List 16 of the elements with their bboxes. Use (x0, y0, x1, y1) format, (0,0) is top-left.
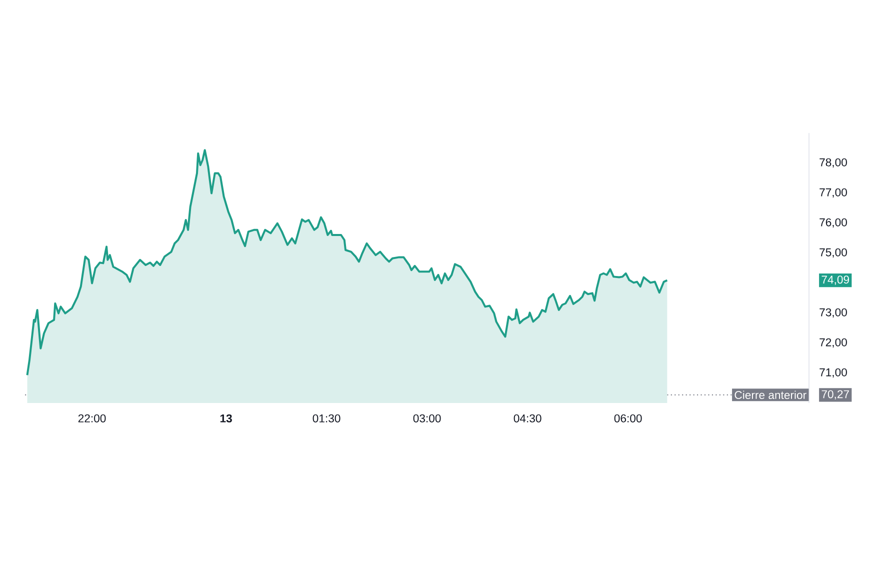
x-tick-label: 22:00 (78, 414, 106, 422)
x-tick-label: 04:30 (514, 414, 542, 422)
y-tick-label: 73,00 (820, 308, 847, 318)
y-tick-label: 72,00 (820, 338, 847, 348)
y-tick-label: 70,27 (822, 390, 849, 400)
y-tick-label: 77,00 (820, 188, 847, 198)
y-tick-label: 76,00 (820, 218, 847, 228)
x-tick-label: 03:00 (413, 414, 441, 422)
x-tick-label: 06:00 (614, 414, 642, 422)
y-tick-label: 71,00 (820, 368, 847, 378)
x-tick-label: 01:30 (312, 414, 340, 422)
ref-line-label: Cierre anterior (734, 390, 806, 400)
x-tick-label: 13 (220, 414, 232, 422)
y-tick-label: 75,00 (820, 248, 847, 258)
y-tick-label: 74,09 (822, 276, 850, 285)
y-tick-label: 78,00 (820, 158, 847, 168)
